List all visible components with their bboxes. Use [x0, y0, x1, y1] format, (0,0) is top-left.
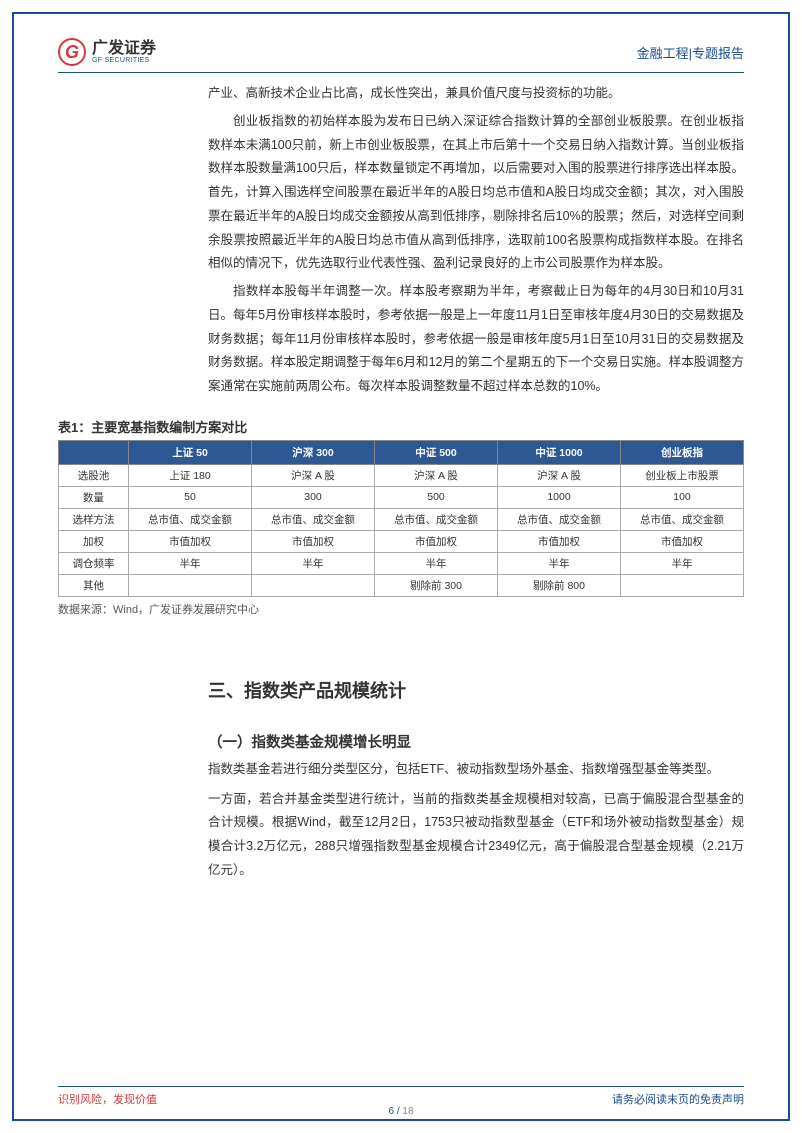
table-cell: 选股池 — [59, 464, 129, 486]
table-header-cell: 中证 1000 — [498, 440, 621, 464]
table-source: 数据来源：Wind，广发证券发展研究中心 — [58, 601, 744, 617]
table-row: 其他 剔除前 300剔除前 800 — [59, 574, 744, 596]
table-cell: 数量 — [59, 486, 129, 508]
page-number: 6 / 18 — [0, 1106, 802, 1117]
table-cell: 半年 — [129, 552, 252, 574]
para-3: 指数类基金若进行细分类型区分，包括ETF、被动指数型场外基金、指数增强型基金等类… — [208, 758, 744, 782]
page-header: G 广发证券 GF SECURITIES 金融工程|专题报告 — [58, 38, 744, 73]
para-0: 产业、高新技术企业占比高，成长性突出，兼具价值尺度与投资标的功能。 — [208, 82, 744, 106]
table-cell: 剔除前 300 — [375, 574, 498, 596]
table-cell: 沪深 A 股 — [375, 464, 498, 486]
table-cell: 500 — [375, 486, 498, 508]
table-cell: 半年 — [621, 552, 744, 574]
table-cell: 加权 — [59, 530, 129, 552]
table-cell: 剔除前 800 — [498, 574, 621, 596]
table-cell: 市值加权 — [375, 530, 498, 552]
table-cell: 市值加权 — [252, 530, 375, 552]
table-header-cell: 沪深 300 — [252, 440, 375, 464]
table-cell: 总市值、成交金额 — [252, 508, 375, 530]
table-cell: 市值加权 — [498, 530, 621, 552]
table-cell: 50 — [129, 486, 252, 508]
table-header-cell: 创业板指 — [621, 440, 744, 464]
table-cell: 调仓频率 — [59, 552, 129, 574]
table-cell: 其他 — [59, 574, 129, 596]
table-cell: 总市值、成交金额 — [375, 508, 498, 530]
table-row: 选股池上证 180沪深 A 股沪深 A 股沪深 A 股创业板上市股票 — [59, 464, 744, 486]
table-cell: 创业板上市股票 — [621, 464, 744, 486]
table-cell: 半年 — [498, 552, 621, 574]
logo-icon: G — [58, 38, 86, 66]
table-cell: 市值加权 — [129, 530, 252, 552]
table-title: 表1：主要宽基指数编制方案对比 — [58, 417, 744, 436]
footer-left: 识别风险，发现价值 — [58, 1091, 157, 1107]
logo-cn: 广发证券 — [92, 41, 156, 57]
table-row: 加权市值加权市值加权市值加权市值加权市值加权 — [59, 530, 744, 552]
header-category: 金融工程|专题报告 — [637, 43, 744, 62]
table-cell — [621, 574, 744, 596]
logo-en: GF SECURITIES — [92, 57, 156, 64]
page-footer: 识别风险，发现价值 请务必阅读末页的免责声明 — [58, 1086, 744, 1107]
section-heading-2: 三、指数类产品规模统计 — [208, 677, 744, 703]
table-cell: 100 — [621, 486, 744, 508]
table-cell: 总市值、成交金额 — [129, 508, 252, 530]
table-cell: 1000 — [498, 486, 621, 508]
table-header-cell — [59, 440, 129, 464]
table-cell — [252, 574, 375, 596]
comparison-table: 上证 50沪深 300中证 500中证 1000创业板指 选股池上证 180沪深… — [58, 440, 744, 597]
table-cell: 上证 180 — [129, 464, 252, 486]
table-cell: 300 — [252, 486, 375, 508]
section-heading-3: （一）指数类基金规模增长明显 — [208, 731, 744, 752]
table-cell: 半年 — [375, 552, 498, 574]
logo: G 广发证券 GF SECURITIES — [58, 38, 156, 66]
para-2: 指数样本股每半年调整一次。样本股考察期为半年，考察截止日为每年的4月30日和10… — [208, 280, 744, 399]
table-cell — [129, 574, 252, 596]
table-cell: 市值加权 — [621, 530, 744, 552]
table-row: 选样方法总市值、成交金额总市值、成交金额总市值、成交金额总市值、成交金额总市值、… — [59, 508, 744, 530]
page-content: 产业、高新技术企业占比高，成长性突出，兼具价值尺度与投资标的功能。 创业板指数的… — [58, 82, 744, 1073]
table-cell: 总市值、成交金额 — [621, 508, 744, 530]
table-header-cell: 中证 500 — [375, 440, 498, 464]
table-cell: 半年 — [252, 552, 375, 574]
table-cell: 选样方法 — [59, 508, 129, 530]
table-cell: 总市值、成交金额 — [498, 508, 621, 530]
table-row: 数量503005001000100 — [59, 486, 744, 508]
table-header-cell: 上证 50 — [129, 440, 252, 464]
footer-right: 请务必阅读末页的免责声明 — [612, 1091, 744, 1107]
table-cell: 沪深 A 股 — [498, 464, 621, 486]
para-4: 一方面，若合并基金类型进行统计，当前的指数类基金规模相对较高，已高于偏股混合型基… — [208, 788, 744, 883]
table-cell: 沪深 A 股 — [252, 464, 375, 486]
table-row: 调仓频率半年半年半年半年半年 — [59, 552, 744, 574]
page-total: 18 — [402, 1106, 413, 1117]
para-1: 创业板指数的初始样本股为发布日已纳入深证综合指数计算的全部创业板股票。在创业板指… — [208, 110, 744, 276]
